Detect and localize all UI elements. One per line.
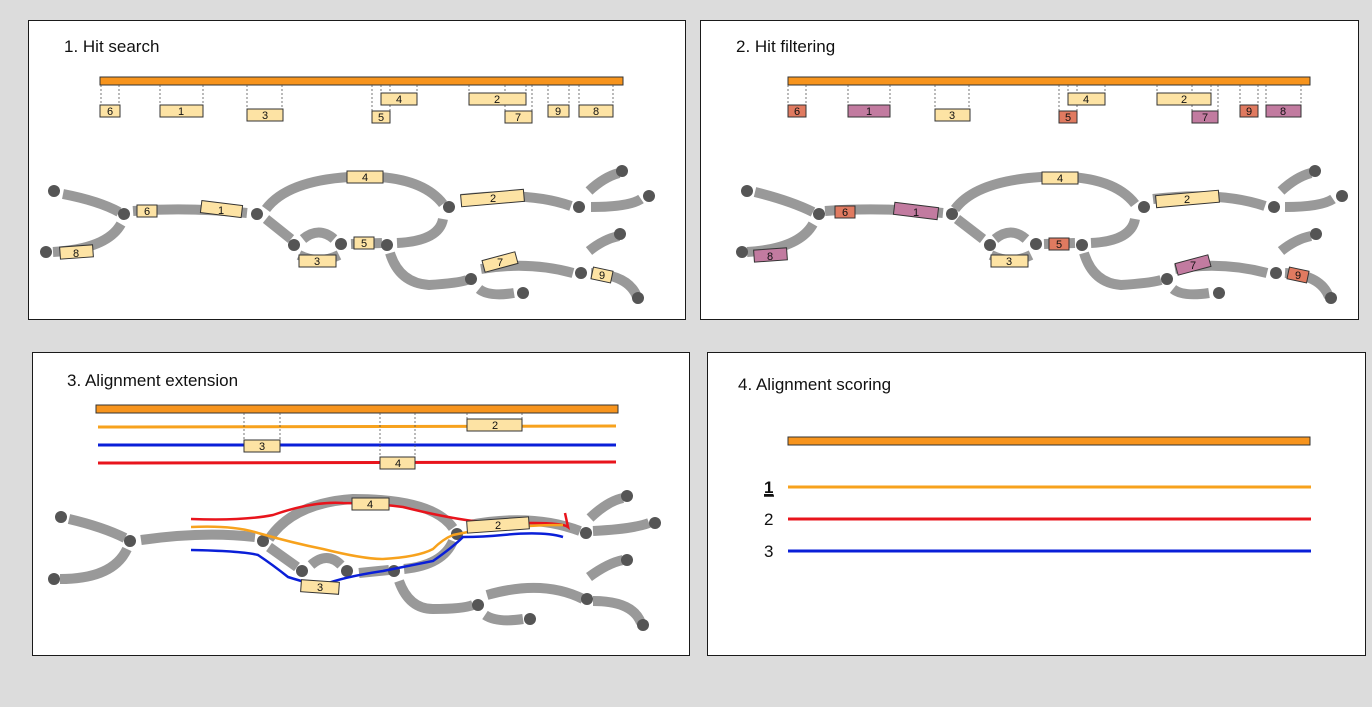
hit-label: 3 [317, 582, 323, 594]
rank-1-label: 1 [764, 478, 773, 497]
graph-nodes [736, 165, 1348, 304]
hit-label: 2 [490, 193, 496, 205]
hit-guides [100, 85, 614, 111]
hit-label: 9 [1246, 106, 1252, 118]
hit-label: 4 [396, 94, 402, 106]
hit-label: 1 [178, 106, 184, 118]
hit-label: 7 [1202, 112, 1208, 124]
query-hit-box [380, 92, 418, 106]
query-hits [243, 418, 523, 470]
hit-label: 1 [218, 205, 224, 217]
hit-label: 6 [144, 206, 150, 218]
hit-label: 7 [515, 112, 521, 124]
alignment-scoring-diagram: 1 2 3 [764, 436, 1311, 561]
hit-label: 8 [73, 248, 79, 260]
hit-label: 8 [767, 251, 773, 263]
panel-title: 4. Alignment scoring [738, 375, 892, 394]
hit-label: 5 [1065, 112, 1071, 124]
panel-title: 2. Hit filtering [736, 37, 836, 56]
hit-label: 2 [494, 94, 500, 106]
query-hit-box [547, 104, 570, 118]
query-hit-box [371, 110, 391, 124]
query-hit-box [246, 108, 284, 122]
query-hit-box [99, 104, 121, 118]
panel-alignment-scoring: 4. Alignment scoring 1 2 3 [707, 352, 1366, 656]
query-bar [787, 436, 1311, 446]
hit-label: 1 [866, 106, 872, 118]
graph-nodes [48, 490, 661, 631]
hit-label: 4 [1057, 173, 1063, 185]
graph-hits [59, 170, 614, 284]
query-hit-box [578, 104, 614, 118]
graph-edges [59, 493, 651, 626]
hit-label: 3 [262, 110, 268, 122]
hit-label: 6 [107, 106, 113, 118]
hit-label: 5 [1056, 239, 1062, 251]
graph-hits [753, 171, 1310, 284]
graph-edges [746, 168, 1336, 300]
rank-2-label: 2 [764, 510, 773, 529]
panel-hit-filtering: 2. Hit filtering 6 1 3 [700, 20, 1359, 320]
rank-3-label: 3 [764, 542, 773, 561]
query-alignments [97, 424, 617, 465]
hit-label: 6 [842, 207, 848, 219]
panel-hit-search: 1. Hit search 6 [28, 20, 686, 320]
panel-title: 3. Alignment extension [67, 371, 239, 390]
hit-label: 1 [913, 207, 919, 219]
alignment-extension-diagram: 2 3 4 [48, 404, 661, 631]
graph-edges [52, 168, 644, 300]
hit-label: 8 [593, 106, 599, 118]
hit-label: 3 [949, 110, 955, 122]
hit-filtering-diagram: 6 1 3 4 5 2 7 9 8 [736, 76, 1348, 304]
panel-alignment-extension: 3. Alignment extension 2 3 4 [32, 352, 690, 656]
query-hit-box [504, 110, 533, 124]
query-hit-box [468, 92, 527, 106]
hit-label: 4 [367, 499, 373, 511]
hit-label: 7 [1190, 260, 1196, 272]
hit-label: 4 [395, 458, 401, 470]
hit-label: 3 [1006, 256, 1012, 268]
query-bar [99, 76, 624, 86]
graph-alignments [190, 501, 570, 587]
hit-label: 7 [497, 257, 503, 269]
panel-title: 1. Hit search [64, 37, 160, 56]
hit-label: 6 [794, 106, 800, 118]
hit-label: 2 [495, 520, 501, 532]
query-hit-box [159, 104, 204, 118]
hit-label: 5 [361, 238, 367, 250]
query-bar [787, 76, 1311, 86]
query-bar [95, 404, 619, 414]
hit-label: 9 [1295, 270, 1301, 282]
hit-label: 5 [378, 112, 384, 124]
hit-label: 9 [555, 106, 561, 118]
query-hits [99, 92, 614, 124]
hit-label: 8 [1280, 106, 1286, 118]
hit-label: 2 [1184, 194, 1190, 206]
graph-nodes [40, 165, 655, 304]
hit-guides [243, 413, 523, 457]
hit-search-diagram: 6 1 3 4 5 2 7 9 8 [40, 76, 655, 304]
query-hits [787, 92, 1302, 124]
hit-label: 4 [362, 172, 368, 184]
hit-label: 2 [492, 420, 498, 432]
hit-label: 3 [259, 441, 265, 453]
hit-label: 2 [1181, 94, 1187, 106]
hit-label: 3 [314, 256, 320, 268]
graph-hits [300, 497, 530, 595]
hit-label: 4 [1083, 94, 1089, 106]
hit-label: 9 [599, 270, 605, 282]
